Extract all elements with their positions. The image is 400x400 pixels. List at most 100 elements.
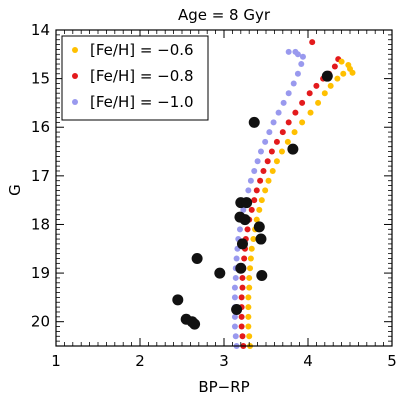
- chart-title: Age = 8 Gyr: [178, 6, 271, 24]
- x-tick-label: 4: [303, 352, 313, 370]
- series-point: [268, 148, 275, 155]
- series-point: [285, 119, 292, 126]
- series-point: [245, 294, 252, 301]
- series-point: [241, 255, 248, 262]
- series-point: [246, 333, 253, 340]
- observed-star-point: [236, 238, 248, 250]
- observed-star-point: [239, 214, 251, 226]
- series-point: [307, 109, 314, 116]
- series-point: [260, 167, 267, 174]
- series-point: [269, 167, 276, 174]
- series-point: [253, 187, 260, 194]
- series-point: [262, 138, 269, 145]
- legend-marker: [72, 99, 78, 105]
- series-point: [284, 138, 291, 145]
- series-point: [278, 148, 285, 155]
- series-point: [248, 245, 255, 252]
- series-point: [285, 90, 292, 97]
- series-point: [231, 294, 238, 301]
- series-point: [232, 274, 239, 281]
- series-point: [265, 177, 272, 184]
- observed-star-point: [248, 116, 260, 128]
- x-tick-label: 1: [51, 352, 61, 370]
- series-point: [294, 70, 301, 77]
- y-tick-label: 14: [31, 21, 50, 39]
- series-point: [233, 255, 240, 262]
- series-point: [315, 99, 322, 106]
- series-point: [247, 177, 254, 184]
- series-point: [245, 313, 252, 320]
- observed-star-point: [214, 267, 226, 279]
- series-point: [270, 119, 277, 126]
- series-point: [231, 323, 238, 330]
- series-point: [338, 58, 345, 65]
- series-point: [298, 61, 305, 68]
- y-axis-label: G: [6, 184, 24, 196]
- series-point: [231, 313, 238, 320]
- series-point: [245, 304, 252, 311]
- series-point: [275, 109, 282, 116]
- series-point: [250, 236, 257, 243]
- series-point: [257, 177, 264, 184]
- series-point: [238, 323, 245, 330]
- series-point: [290, 80, 297, 87]
- series-point: [246, 274, 253, 281]
- observed-star-point: [241, 197, 253, 209]
- series-point: [257, 148, 264, 155]
- series-point: [262, 187, 269, 194]
- series-point: [280, 99, 287, 106]
- series-point: [309, 39, 316, 46]
- series-point: [240, 206, 247, 213]
- y-tick-label: 16: [31, 118, 50, 136]
- legend-entry-label: [Fe/H] = −0.6: [90, 41, 194, 59]
- observed-star-point: [172, 294, 184, 306]
- observed-star-point: [255, 233, 267, 245]
- series-point: [299, 99, 306, 106]
- series-point: [239, 284, 246, 291]
- series-point: [246, 284, 253, 291]
- series-point: [266, 129, 273, 136]
- series-point: [292, 109, 299, 116]
- series-point: [245, 323, 252, 330]
- observed-star-point: [321, 70, 333, 82]
- series-point: [299, 53, 306, 60]
- series-point: [247, 265, 254, 272]
- series-point: [247, 255, 254, 262]
- series-point: [264, 158, 271, 165]
- series-point: [334, 75, 341, 82]
- observed-star-point: [231, 304, 243, 316]
- x-tick-label: 2: [135, 352, 145, 370]
- legend: [Fe/H] = −0.6 [Fe/H] = −0.8 [Fe/H] = −1.0: [61, 35, 209, 121]
- series-point: [232, 333, 239, 340]
- series-point: [231, 284, 238, 291]
- legend-box: [61, 35, 209, 121]
- series-point: [254, 158, 261, 165]
- series-point: [256, 206, 263, 213]
- series-point: [238, 313, 245, 320]
- series-point: [239, 333, 246, 340]
- legend-marker: [72, 73, 78, 79]
- series-point: [299, 119, 306, 126]
- series-point: [248, 206, 255, 213]
- series-point: [306, 90, 313, 97]
- x-tick-label: 5: [387, 352, 397, 370]
- series-point: [251, 167, 258, 174]
- series-point: [273, 138, 280, 145]
- y-tick-label: 17: [31, 167, 50, 185]
- legend-entry-label: [Fe/H] = −0.8: [90, 67, 194, 85]
- series-point: [245, 187, 252, 194]
- y-tick-label: 20: [31, 313, 50, 331]
- series-point: [258, 197, 265, 204]
- series-point: [345, 62, 352, 68]
- y-tick-label: 15: [31, 70, 50, 88]
- plot-layer: [172, 39, 356, 349]
- series-point: [291, 129, 298, 136]
- series-point: [331, 63, 338, 70]
- series-point: [321, 90, 328, 97]
- series-point: [285, 48, 292, 55]
- series-point: [253, 216, 260, 223]
- series-point: [238, 294, 245, 301]
- y-tick-label: 18: [31, 215, 50, 233]
- series-point: [239, 274, 246, 281]
- observed-star-point: [191, 252, 203, 264]
